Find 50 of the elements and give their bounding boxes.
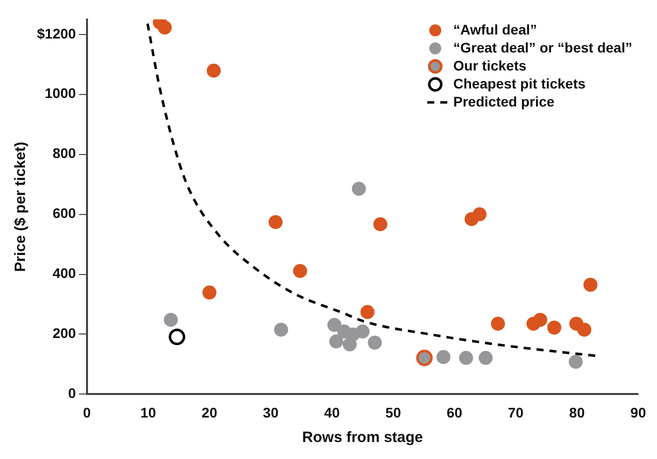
point	[577, 322, 592, 337]
point	[360, 305, 374, 320]
point	[206, 64, 221, 78]
x-tick-label: 30	[262, 404, 279, 420]
point	[490, 316, 505, 331]
point	[568, 354, 583, 369]
point	[274, 322, 288, 337]
point	[268, 215, 283, 230]
point	[533, 312, 548, 327]
y-tick-label: 200	[52, 325, 76, 342]
legend-label: Cheapest pit tickets	[453, 75, 586, 92]
y-tick-label: 0	[68, 385, 76, 402]
x-tick-label: 60	[446, 404, 462, 420]
legend-label: “Great deal” or “best deal”	[453, 39, 632, 56]
point	[583, 278, 598, 292]
y-tick-label: $1200	[36, 25, 76, 42]
legend-label: Predicted price	[453, 93, 555, 110]
point	[329, 334, 344, 348]
point	[293, 264, 308, 278]
y-tick-label: 800	[52, 145, 76, 162]
y-tick-label: 600	[52, 205, 76, 222]
legend-label: Our tickets	[453, 57, 527, 74]
x-tick-label: 80	[569, 404, 585, 420]
point	[459, 350, 474, 365]
y-tick-label: 1000	[44, 85, 76, 102]
x-tick-label: 90	[630, 404, 646, 420]
point	[158, 20, 172, 34]
x-tick-label: 50	[385, 404, 402, 420]
point	[416, 350, 433, 366]
point	[368, 336, 382, 350]
point	[478, 350, 493, 365]
x-tick-label: 0	[83, 404, 92, 420]
legend-label: “Awful deal”	[453, 21, 538, 38]
point	[164, 312, 178, 327]
x-tick-label: 70	[508, 404, 524, 420]
point	[436, 350, 450, 364]
point	[472, 207, 487, 222]
x-tick-label: 20	[202, 404, 218, 420]
point	[352, 182, 366, 196]
point	[327, 318, 342, 332]
point	[373, 217, 388, 232]
x-axis-title: Rows from stage	[302, 429, 423, 446]
y-axis-title: Price ($ per ticket)	[12, 142, 30, 272]
point	[202, 286, 216, 300]
x-tick-label: 10	[140, 404, 156, 420]
y-tick-label: 400	[52, 265, 76, 282]
point	[547, 320, 562, 335]
point	[356, 324, 370, 339]
x-tick-label: 40	[324, 404, 340, 420]
point	[168, 328, 186, 346]
